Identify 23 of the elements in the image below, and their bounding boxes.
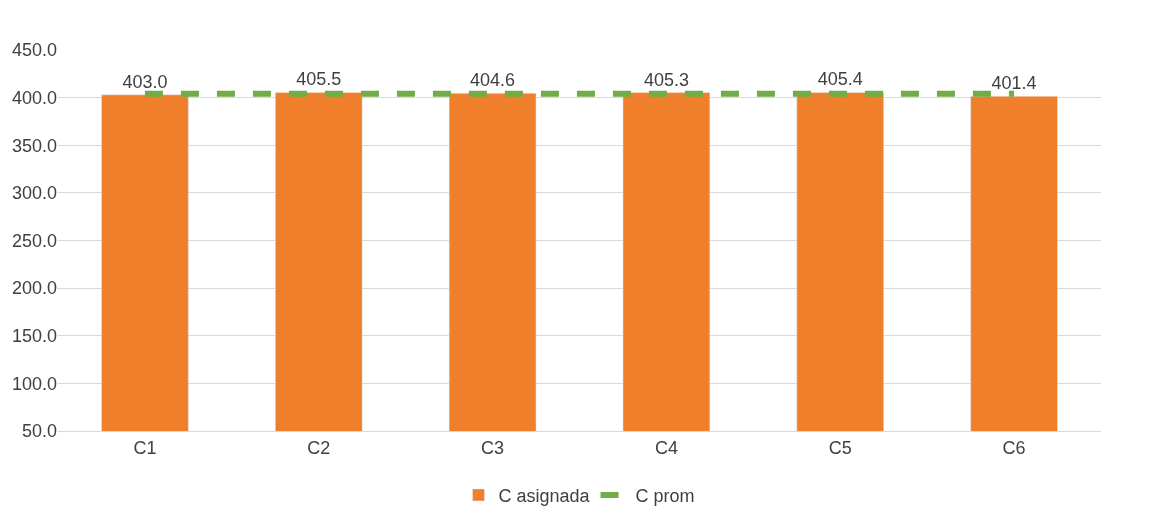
data-label: 405.3 (643, 69, 689, 90)
y-tick-label: 300.0 (11, 183, 57, 204)
y-tick-label: 50.0 (21, 421, 57, 442)
data-label: 403.0 (122, 71, 168, 92)
data-label: 401.4 (991, 73, 1037, 94)
x-tick-label: C5 (828, 437, 852, 458)
legend-label: C asignada (498, 485, 591, 506)
legend-label: C prom (635, 485, 695, 506)
y-tick-label: 450.0 (11, 40, 57, 61)
data-label: 405.4 (817, 69, 863, 90)
y-tick-label: 400.0 (11, 87, 57, 108)
x-tick-label: C6 (1002, 437, 1026, 458)
x-tick-label: C4 (654, 437, 678, 458)
y-tick-label: 250.0 (11, 230, 57, 251)
x-tick-label: C3 (481, 437, 505, 458)
data-label: 405.5 (296, 69, 342, 90)
y-tick-label: 100.0 (11, 373, 57, 394)
y-tick-label: 200.0 (11, 278, 57, 299)
y-tick-label: 350.0 (11, 135, 57, 156)
data-label: 404.6 (470, 70, 516, 91)
x-tick-label: C2 (307, 437, 331, 458)
y-tick-label: 150.0 (11, 326, 57, 347)
x-tick-label: C1 (133, 437, 157, 458)
